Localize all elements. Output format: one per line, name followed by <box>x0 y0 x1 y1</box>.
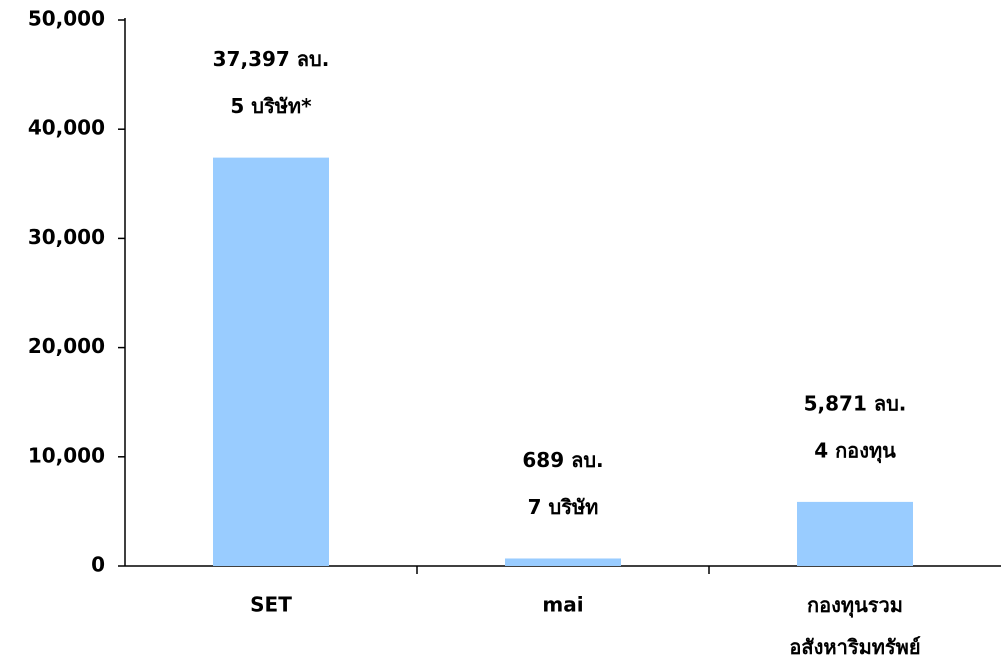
y-tick-label: 50,000 <box>28 7 105 31</box>
bar <box>213 157 329 566</box>
y-tick-label: 40,000 <box>28 116 105 140</box>
y-tick-label: 20,000 <box>28 334 105 358</box>
y-tick-label: 30,000 <box>28 225 105 249</box>
y-tick-label: 0 <box>91 553 105 577</box>
y-tick-label: 10,000 <box>28 443 105 467</box>
x-tick-label: SET <box>250 593 292 617</box>
x-tick-label: กองทุนรวมอสังหาริมทรัพย์ <box>789 593 920 659</box>
annotation: 5 บริษัท* <box>230 94 312 118</box>
data-label: 37,397 ลบ. <box>213 47 330 71</box>
data-label: 689 ลบ. <box>522 448 603 472</box>
annotation: 4 กองทุน <box>814 438 896 463</box>
bar <box>797 501 913 566</box>
annotation: 7 บริษัท <box>528 495 599 519</box>
bar <box>505 558 621 566</box>
data-label: 5,871 ลบ. <box>804 391 907 415</box>
x-tick-label: mai <box>542 593 583 617</box>
